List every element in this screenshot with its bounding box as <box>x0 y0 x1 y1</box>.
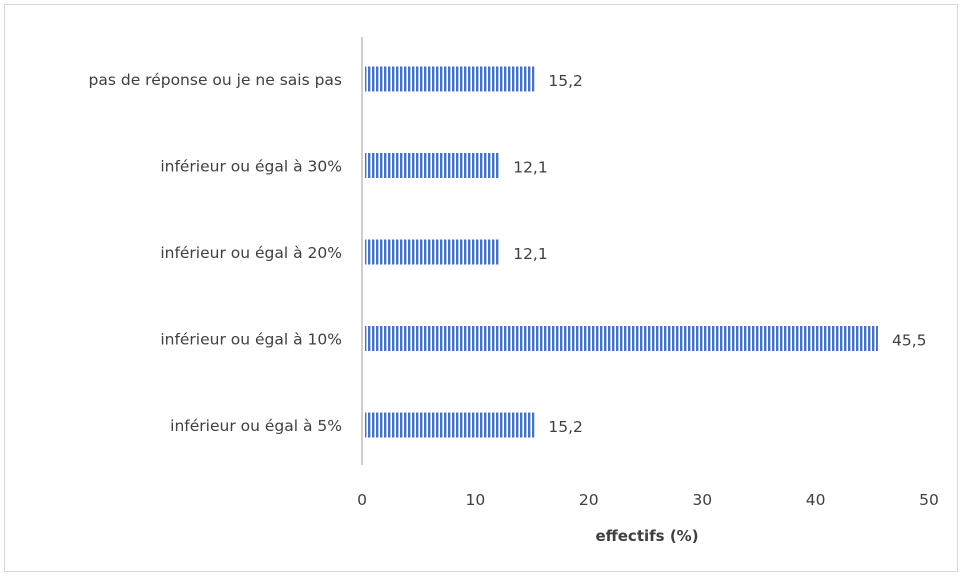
bars-layer <box>365 66 878 438</box>
data-label: 15,2 <box>548 418 583 436</box>
data-label: 12,1 <box>513 245 548 263</box>
bar <box>365 239 500 265</box>
data-label: 12,1 <box>513 159 548 177</box>
x-tick-label: 10 <box>466 491 486 509</box>
x-tick-label: 0 <box>357 491 367 509</box>
data-label: 15,2 <box>548 72 583 90</box>
chart-frame <box>4 4 958 572</box>
x-tick-label: 30 <box>692 491 712 509</box>
x-axis-title: effectifs (%) <box>595 527 698 545</box>
x-tick-label: 40 <box>806 491 826 509</box>
bar <box>365 412 535 438</box>
category-label: inférieur ou égal à 10% <box>160 331 342 349</box>
category-label: inférieur ou égal à 5% <box>170 417 342 435</box>
bar <box>365 326 878 351</box>
category-label: inférieur ou égal à 30% <box>160 158 342 176</box>
category-label: pas de réponse ou je ne sais pas <box>89 71 342 89</box>
x-tick-label: 50 <box>919 491 939 509</box>
x-tick-label: 20 <box>579 491 599 509</box>
labels-layer: pas de réponse ou je ne sais pas 15,2 infé… <box>89 71 939 509</box>
bar <box>365 66 535 92</box>
data-label: 45,5 <box>892 332 927 350</box>
category-label: inférieur ou égal à 20% <box>160 244 342 262</box>
bar <box>365 153 500 178</box>
